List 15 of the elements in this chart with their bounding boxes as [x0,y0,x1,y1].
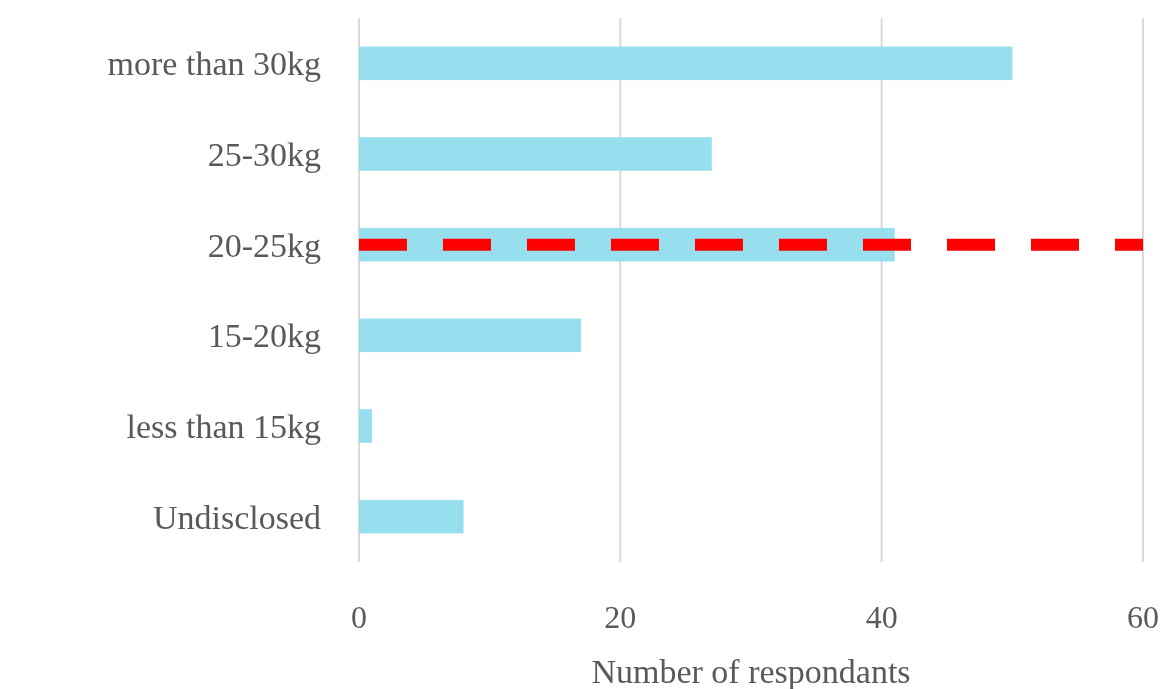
y-tick-label: Undisclosed [152,498,321,536]
x-tick-label: 0 [351,599,367,635]
y-tick-label: 15-20kg [207,317,321,355]
y-tick-label: 25-30kg [207,135,321,173]
y-tick-label: more than 30kg [107,45,321,83]
x-tick-label: 60 [1127,599,1159,635]
bar [359,409,373,443]
y-tick-label: 20-25kg [207,226,321,264]
bar [359,137,712,171]
x-tick-label: 40 [865,599,898,635]
bar [359,499,464,534]
bar [359,318,582,353]
bar [359,46,1013,81]
y-tick-label: less than 15kg [126,407,321,445]
x-tick-label: 20 [604,599,637,635]
